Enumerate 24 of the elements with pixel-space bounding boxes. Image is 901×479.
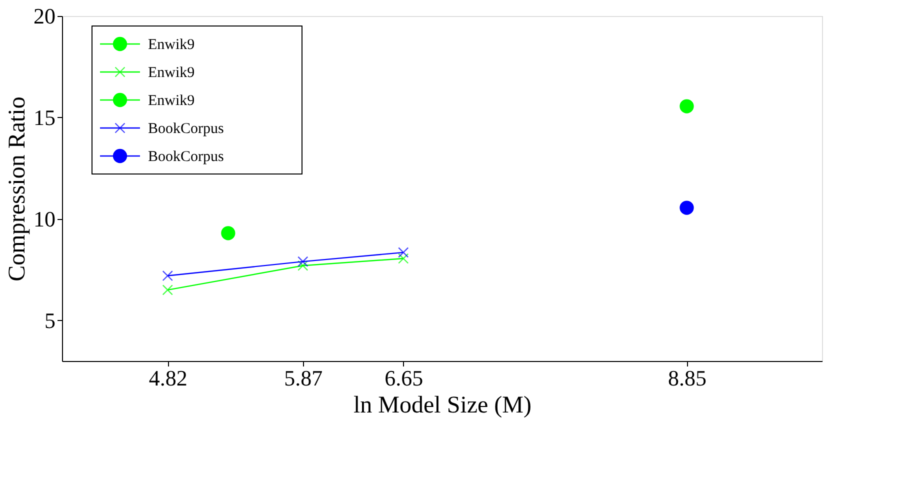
x-axis-title: ln Model Size (M) — [354, 392, 532, 418]
point — [398, 247, 409, 258]
legend-label: Enwik9 — [148, 65, 195, 81]
x-tick-label: 8.85 — [668, 366, 706, 390]
y-tick-label: 20 — [34, 4, 56, 28]
y-axis-title: Compression Ratio — [4, 96, 30, 282]
x-tick-label: 6.65 — [384, 366, 424, 390]
x-tick-label: 5.87 — [284, 366, 323, 390]
point — [162, 270, 173, 282]
legend-label: Enwik9 — [148, 37, 195, 53]
x-tick-label: 4.82 — [148, 366, 188, 390]
point — [298, 256, 308, 267]
y-tick-label: 15 — [34, 104, 56, 130]
point — [298, 260, 308, 271]
point — [162, 284, 173, 296]
legend-label: BookCorpus — [148, 121, 224, 137]
point — [680, 99, 694, 114]
y-tick-label: 5 — [44, 308, 56, 333]
legend-label: BookCorpus — [148, 149, 224, 165]
point — [680, 200, 694, 215]
point — [398, 253, 409, 264]
point — [221, 226, 236, 240]
legend-label: Enwik9 — [148, 93, 195, 109]
y-tick-label: 10 — [34, 206, 56, 232]
